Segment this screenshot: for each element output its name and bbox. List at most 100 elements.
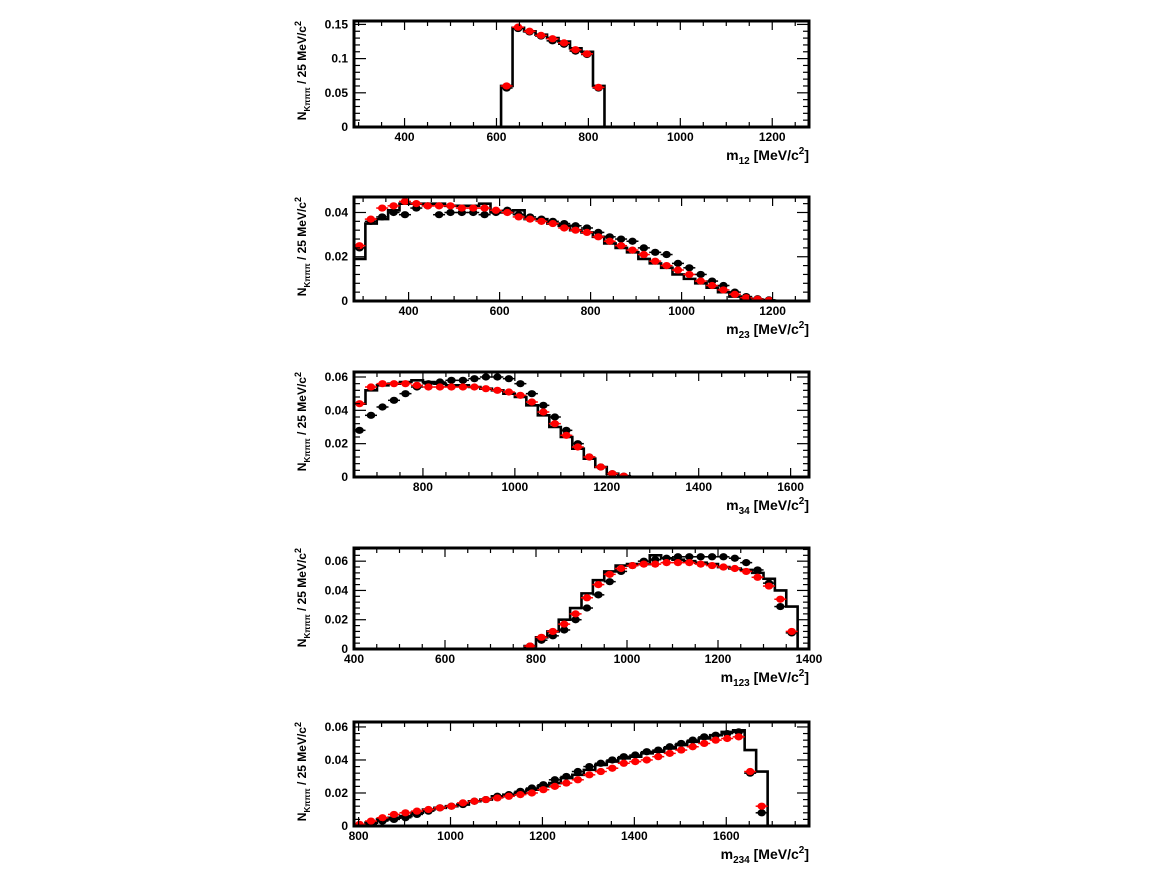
data-point <box>654 746 663 754</box>
y-tick-label: 0 <box>341 642 348 656</box>
data-point <box>516 791 525 799</box>
x-tick-label: 800 <box>413 480 433 494</box>
data-point <box>616 242 626 250</box>
data-point <box>594 580 603 589</box>
data-point <box>594 233 603 241</box>
data-point <box>527 784 537 792</box>
data-point <box>424 805 433 814</box>
data-point <box>711 731 720 739</box>
data-point <box>470 375 479 383</box>
data-point <box>707 553 717 561</box>
data-point <box>685 264 694 272</box>
data-point <box>434 202 444 210</box>
data-point <box>516 380 525 388</box>
data-point <box>378 213 387 221</box>
plot-area <box>499 23 616 127</box>
data-point <box>389 815 399 823</box>
data-point <box>696 553 705 561</box>
y-axis-title: NKπππ / 25 MeV/c2 <box>293 21 312 120</box>
panel-1: 400 600 800 1000 1200 0 0.05 0.1 0.15 m12 [MeV/c2… <box>293 17 811 167</box>
x-tick-label: 1000 <box>614 652 641 666</box>
x-tick-label: 600 <box>490 304 510 318</box>
data-point <box>605 578 614 586</box>
data-point <box>651 257 660 265</box>
data-point <box>631 751 640 759</box>
data-point <box>685 553 694 561</box>
data-point <box>401 390 410 398</box>
data-point <box>596 767 606 776</box>
data-point <box>628 561 637 570</box>
data-point <box>719 286 728 294</box>
data-point <box>389 208 398 217</box>
data-point <box>605 237 614 245</box>
y-tick-label: 0.06 <box>325 554 349 568</box>
data-point <box>639 250 649 259</box>
y-tick-label: 0.04 <box>325 753 349 767</box>
data-point <box>400 197 410 206</box>
data-point <box>481 795 491 804</box>
data-point <box>696 560 705 568</box>
data-point <box>573 776 583 784</box>
data-point <box>470 383 479 391</box>
data-point <box>481 373 491 381</box>
data-point <box>378 403 387 411</box>
data-point <box>550 776 560 784</box>
x-axis-title: m12 [MeV/c2] <box>726 146 809 167</box>
data-point <box>639 560 649 568</box>
data-point <box>378 380 387 388</box>
y-tick-label: 0.05 <box>325 86 349 100</box>
data-point <box>711 736 720 744</box>
data-point <box>539 781 548 789</box>
data-point <box>571 46 580 54</box>
data-point <box>616 235 626 243</box>
x-tick-label: 1000 <box>668 304 695 318</box>
data-point <box>719 553 728 561</box>
data-point <box>504 375 514 383</box>
x-tick-label: 400 <box>344 652 364 666</box>
data-point <box>447 376 456 384</box>
data-point <box>730 564 740 573</box>
data-point <box>608 764 617 772</box>
y-axis-title: NKπππ / 25 MeV/c2 <box>293 197 312 296</box>
data-point <box>502 82 511 90</box>
data-point <box>470 797 479 805</box>
y-tick-label: 0 <box>341 819 348 833</box>
data-point <box>434 211 444 219</box>
y-axis-title: NKπππ / 25 MeV/c2 <box>293 548 312 647</box>
plot-area <box>354 197 787 301</box>
data-point <box>585 453 594 461</box>
data-point <box>734 728 743 736</box>
data-point <box>435 804 445 812</box>
plot-area <box>523 553 809 649</box>
data-point <box>504 388 514 396</box>
data-point <box>527 398 537 406</box>
data-point <box>764 582 774 590</box>
data-point <box>616 564 626 573</box>
data-point <box>573 443 583 451</box>
y-tick-label: 0.02 <box>325 613 349 627</box>
data-point <box>424 383 433 391</box>
data-point <box>585 762 594 771</box>
data-point <box>559 39 569 47</box>
data-point <box>514 213 523 221</box>
data-point <box>696 270 705 279</box>
data-point <box>673 259 683 267</box>
x-tick-label: 600 <box>486 130 506 144</box>
data-point <box>685 270 694 279</box>
x-tick-label: 800 <box>581 304 601 318</box>
data-point <box>719 563 728 571</box>
data-point <box>435 383 445 391</box>
data-point <box>560 626 569 634</box>
y-axis-title: NKπππ / 25 MeV/c2 <box>293 722 312 821</box>
x-tick-label: 1600 <box>713 829 740 843</box>
data-point <box>596 759 606 767</box>
x-tick-label: 400 <box>395 130 415 144</box>
data-point <box>571 616 580 624</box>
data-point <box>560 620 569 628</box>
data-point <box>673 553 683 561</box>
panel-3: 800 1000 1200 1400 1600 0 0.02 0.04 0.06 m34 [MeV… <box>293 370 811 517</box>
data-point <box>469 204 478 212</box>
data-point <box>457 204 467 212</box>
data-point <box>688 743 697 751</box>
data-point <box>594 591 603 599</box>
